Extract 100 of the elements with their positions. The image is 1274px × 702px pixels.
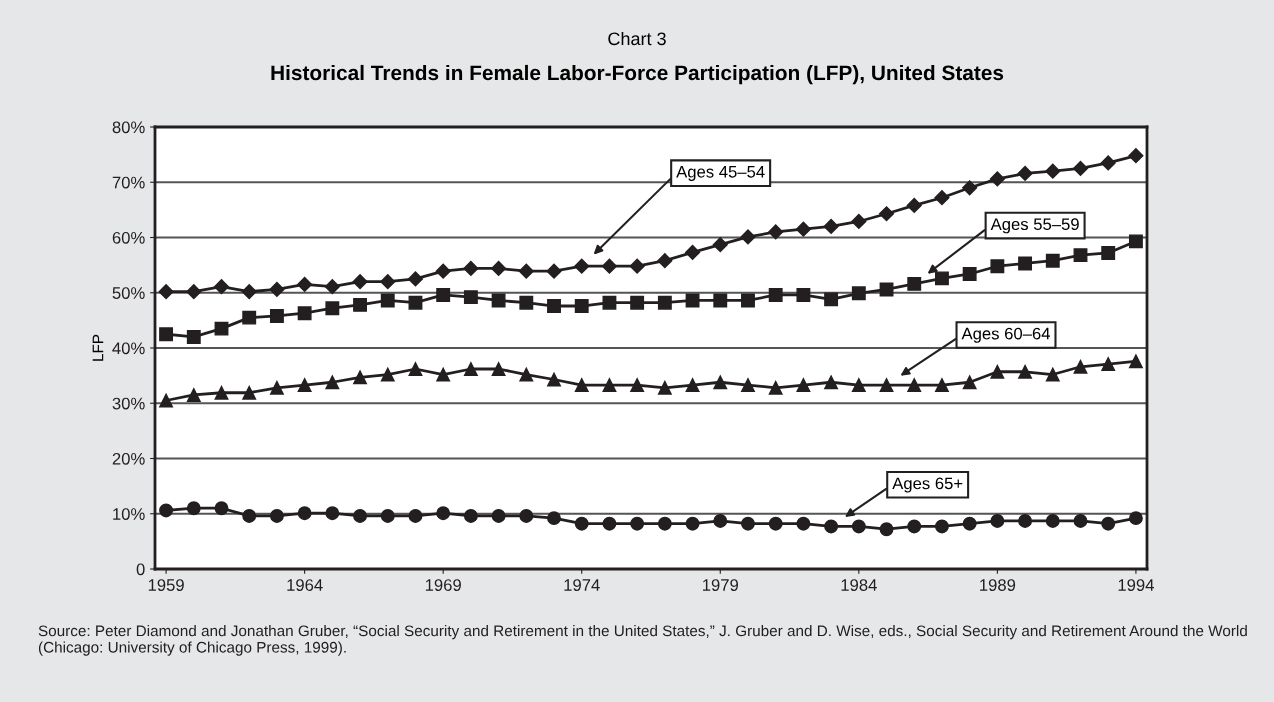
point (713, 375, 728, 390)
point (1072, 160, 1089, 177)
point (740, 229, 756, 245)
point (657, 380, 672, 395)
x-tick-label: 1969 (425, 579, 461, 591)
point (657, 516, 672, 531)
point (1128, 511, 1143, 526)
point (990, 259, 1005, 274)
point (879, 282, 894, 297)
point (297, 306, 312, 321)
point (796, 516, 811, 531)
point (1018, 256, 1033, 271)
point (408, 295, 423, 310)
point (242, 385, 257, 400)
point (547, 299, 561, 313)
point (1128, 234, 1143, 249)
point (657, 253, 673, 269)
point (352, 274, 368, 290)
x-tick-label: 1984 (841, 579, 877, 591)
point (241, 284, 257, 300)
point (574, 378, 589, 392)
point (657, 295, 672, 310)
point (269, 509, 284, 523)
point (574, 258, 590, 274)
point (547, 511, 561, 526)
point (906, 197, 922, 214)
point (297, 506, 312, 521)
point (713, 293, 728, 308)
point (879, 522, 894, 537)
point (630, 378, 645, 392)
point (519, 295, 534, 310)
y-tick-label: 30% (112, 397, 145, 410)
point (436, 288, 451, 302)
point (1101, 357, 1116, 371)
point (935, 271, 949, 286)
point (408, 509, 423, 523)
point (851, 378, 866, 392)
point (269, 309, 284, 323)
x-tick-label: 1979 (703, 579, 739, 591)
point (629, 258, 645, 274)
point (768, 380, 783, 395)
point (214, 385, 229, 400)
x-tick-label: 1994 (1118, 579, 1154, 591)
point (297, 378, 312, 392)
point (463, 290, 478, 305)
point (796, 378, 811, 392)
point (630, 295, 645, 310)
point (353, 297, 367, 312)
y-tick-label: 0 (136, 563, 145, 576)
series-label: Ages 65+ (892, 477, 963, 493)
point (1045, 513, 1060, 528)
point (435, 263, 451, 279)
y-tick-label: 40% (112, 342, 145, 355)
point (1018, 364, 1033, 379)
point (325, 301, 340, 316)
point (186, 330, 201, 344)
point (1101, 246, 1116, 260)
point (684, 244, 701, 260)
point (436, 506, 451, 521)
series-label: Ages 55–59 (990, 218, 1079, 234)
point (1045, 253, 1060, 268)
point (907, 378, 922, 392)
x-tick-label: 1964 (287, 579, 323, 591)
point (214, 321, 229, 336)
point (297, 276, 313, 293)
point (1018, 513, 1033, 528)
point (990, 513, 1005, 528)
y-tick-label: 20% (112, 452, 145, 465)
point (463, 509, 478, 523)
point (768, 288, 783, 302)
point (741, 378, 755, 392)
point (186, 284, 202, 300)
point (213, 279, 230, 295)
point (574, 299, 589, 313)
x-tick-label: 1959 (148, 579, 184, 591)
point (491, 362, 506, 376)
point (741, 516, 755, 531)
y-axis-title: LFP (92, 334, 104, 361)
point (795, 221, 811, 237)
point (768, 516, 783, 531)
point (436, 367, 451, 382)
point (907, 519, 922, 534)
point (907, 276, 922, 291)
point (962, 267, 977, 281)
point (353, 509, 367, 523)
point (601, 258, 618, 274)
point (158, 284, 174, 300)
chart-subtitle: Historical Trends in Female Labor-Force Participation (LFP), United States (271, 64, 1004, 85)
point (935, 378, 949, 392)
point (1100, 155, 1116, 171)
point (768, 224, 784, 240)
point (408, 362, 423, 376)
point (989, 171, 1005, 187)
point (491, 293, 506, 308)
series-label: Ages 60–64 (961, 327, 1051, 343)
y-tick-label: 50% (112, 287, 145, 299)
point (380, 509, 395, 523)
point (1073, 248, 1088, 263)
point (935, 519, 949, 534)
x-tick-label: 1974 (564, 579, 600, 591)
